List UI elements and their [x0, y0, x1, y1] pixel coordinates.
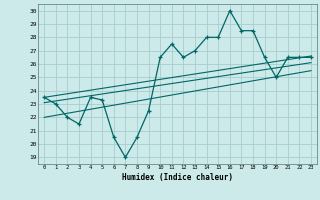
X-axis label: Humidex (Indice chaleur): Humidex (Indice chaleur) — [122, 173, 233, 182]
